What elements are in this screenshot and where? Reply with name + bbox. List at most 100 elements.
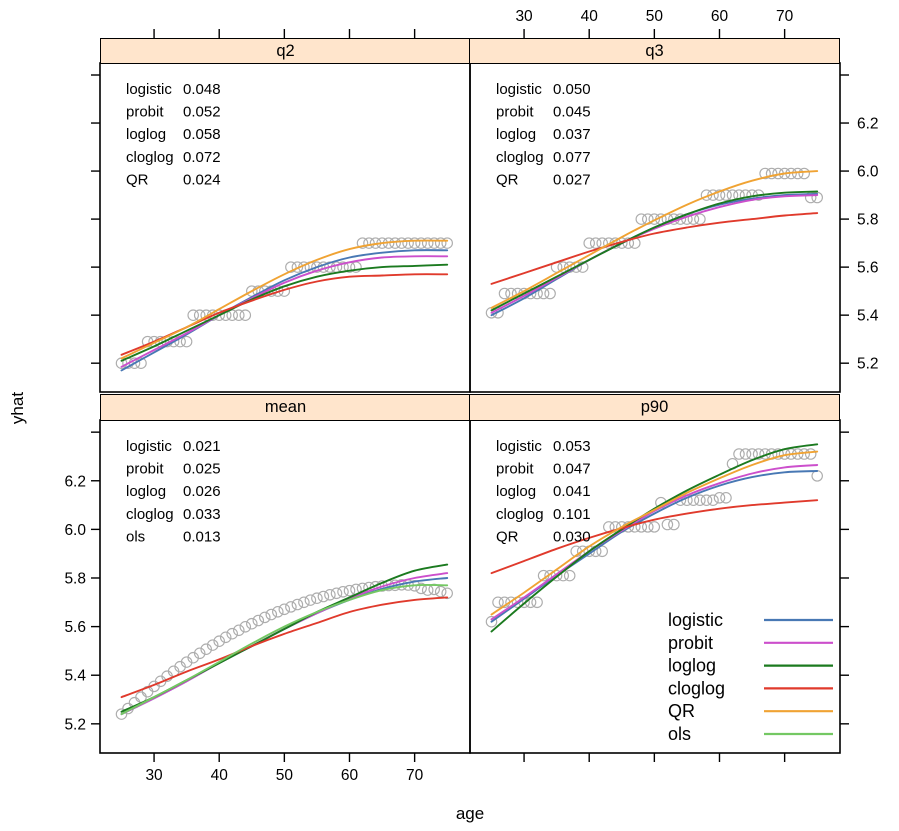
data-point [272,606,284,618]
data-point [363,237,375,249]
data-point [233,624,245,637]
metric-value-mean-ols: 0.013 [183,528,221,545]
data-point [596,545,608,558]
data-point [583,237,595,249]
data-point [259,611,271,624]
metric-name-q3-loglog: loglog [496,126,536,143]
metrics-p90: logistic 0.053 probit 0.047 loglog 0.041 clogl… [496,438,591,545]
strip-label-mean: mean [264,398,307,417]
data-point [441,587,453,600]
data-point [239,621,252,633]
data-point [265,608,278,621]
data-point [772,448,784,460]
data-point [337,586,349,598]
metric-name-p90-QR: QR [496,528,519,545]
y-tick-label-right: 5.6 [857,260,879,277]
data-point [694,213,706,225]
x-tick-label-top: 30 [515,8,533,25]
data-point [298,596,310,609]
data-point [421,237,434,249]
data-point [563,569,576,582]
curve-logistic-mean [120,577,449,716]
scatter-points-q2 [115,237,453,369]
strip-mean: mean [100,394,471,421]
data-point [226,309,238,321]
curve-loglog-q3 [490,190,819,312]
metric-value-q2-loglog: 0.058 [183,126,221,143]
metric-name-q3-cloglog: cloglog [496,149,544,166]
y-tick-label-right: 5.2 [857,356,879,373]
panel-p90 [485,443,823,633]
curve-loglog-q2 [120,263,449,362]
x-tick-label-bottom: 70 [406,767,424,784]
x-tick-label-top: 60 [711,8,729,25]
curve-QR-p90 [490,450,819,616]
data-point [648,521,661,533]
metric-name-p90-logistic: logistic [496,438,542,455]
data-point [434,237,447,249]
data-point [811,470,823,482]
data-point [285,601,297,613]
data-point [804,448,817,460]
curve-ols-mean [120,583,449,716]
data-point [291,598,304,611]
metric-value-q3-logistic: 0.050 [553,81,591,98]
y-tick-label-right: 5.8 [857,212,879,229]
data-point [720,492,732,504]
metric-name-q2-QR: QR [126,171,149,188]
data-point [402,237,414,249]
data-point [713,189,726,201]
data-point [733,448,745,460]
metric-value-q3-cloglog: 0.077 [553,149,591,166]
curve-probit-p90 [490,464,819,621]
strip-label-q2: q2 [276,41,295,60]
metric-name-q2-loglog: loglog [126,126,166,143]
metric-value-p90-logistic: 0.053 [553,438,591,455]
panel-q3 [485,167,823,319]
data-point [531,596,543,609]
metric-name-q2-cloglog: cloglog [126,149,174,166]
metric-name-mean-probit: probit [126,461,164,478]
data-point [759,167,771,180]
x-tick-label-bottom: 30 [145,767,163,784]
metric-name-mean-cloglog: cloglog [126,506,174,523]
curve-probit-mean [120,572,449,716]
metric-value-q2-cloglog: 0.072 [183,149,221,166]
strip-label-q3: q3 [645,41,664,60]
metric-value-q3-probit: 0.045 [553,104,591,121]
metric-name-q3-logistic: logistic [496,81,542,98]
metric-value-q3-QR: 0.027 [553,171,591,188]
data-point [707,494,719,506]
x-tick-label-bottom: 40 [211,767,229,784]
legend-label-loglog: loglog [668,656,716,676]
data-point [180,656,193,668]
metric-name-q2-logistic: logistic [126,81,172,98]
curve-QR-q3 [490,170,819,309]
data-point [213,635,225,647]
metric-value-q3-loglog: 0.037 [553,126,591,143]
data-point [343,584,356,597]
strip-p90: p90 [469,394,840,421]
metric-value-mean-logistic: 0.021 [183,438,221,455]
data-point [441,237,453,249]
y-tick-label-right: 6.2 [857,116,879,133]
legend-label-logistic: logistic [668,610,723,630]
metric-value-q2-QR: 0.024 [183,171,221,188]
metric-value-q2-logistic: 0.048 [183,81,221,98]
data-point [219,631,232,644]
data-point [291,261,304,273]
data-point [226,627,238,640]
data-point [700,494,713,506]
curve-logistic-q2 [120,249,449,372]
metric-value-mean-loglog: 0.026 [183,483,221,500]
data-point [739,448,752,460]
metric-name-p90-probit: probit [496,461,534,478]
metric-name-q3-probit: probit [496,104,534,121]
metrics-mean: logistic 0.021 probit 0.025 loglog 0.026 clogl… [126,438,221,545]
x-tick-label-top: 40 [581,8,599,25]
strip-q2: q2 [100,38,471,64]
curve-QR-q2 [120,239,449,360]
metric-name-mean-logistic: logistic [126,438,172,455]
x-tick-label-top: 70 [776,8,794,25]
